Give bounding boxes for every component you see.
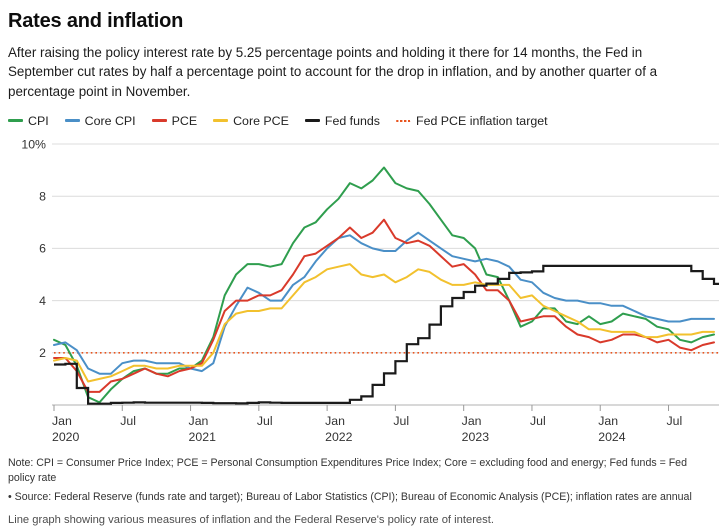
legend-label: Fed funds [324, 113, 380, 128]
legend-item-core-pce: Core PCE [213, 114, 289, 128]
chart-footer: Note: CPI = Consumer Price Index; PCE = … [8, 456, 711, 529]
x-axis-label: Jul [393, 414, 409, 428]
legend-swatch-cpi [8, 119, 23, 123]
legend-label: Fed PCE inflation target [416, 113, 548, 128]
series-line-core-pce [53, 262, 715, 383]
chart-svg: 10% 8 6 4 2 Jan 2020 Jul Jan 2021 Jul Jan 2022 Jul Jan… [21, 137, 719, 444]
legend-label: CPI [28, 113, 49, 128]
x-axis-label: Jul [667, 414, 683, 428]
x-axis-label: Jul [257, 414, 273, 428]
legend-swatch-fed-funds [304, 119, 320, 123]
x-axis-label: Jan [325, 414, 345, 428]
x-axis-label: Jan [598, 414, 618, 428]
y-axis-label-4: 4 [39, 294, 46, 308]
x-axis-year-label: 2020 [52, 430, 80, 444]
x-axis-label: Jul [530, 414, 546, 428]
legend-swatch-core-pce [213, 119, 229, 123]
chart-description: After raising the policy interest rate b… [8, 45, 658, 99]
inflation-rates-chart: 10% 8 6 4 2 Jan 2020 Jul Jan 2021 Jul Jan 2022 Jul Jan… [8, 129, 719, 451]
page-title: Rates and inflation [8, 10, 184, 32]
x-axis-label: Jan [52, 414, 72, 428]
legend-swatch-pce [151, 119, 167, 123]
legend-label: PCE [171, 113, 198, 128]
legend-label: Core PCE [233, 113, 289, 128]
legend-item-fed-pce-inflation-target: Fed PCE inflation target [396, 114, 548, 128]
series-line-fed-funds [54, 264, 719, 405]
series-line-cpi [53, 166, 715, 404]
footnote-note: Note: CPI = Consumer Price Index; PCE = … [8, 456, 687, 485]
y-axis-label-6: 6 [39, 242, 46, 256]
y-axis-label-10: 10% [21, 137, 46, 151]
legend-label: Core CPI [84, 113, 136, 128]
x-axis-label: Jul [120, 414, 136, 428]
y-axis-label-8: 8 [39, 189, 46, 203]
x-axis-label: Jan [462, 414, 482, 428]
series-line-pce [53, 218, 715, 393]
x-axis-year-label: 2021 [189, 430, 217, 444]
x-axis-label: Jan [189, 414, 209, 428]
series-line-core-cpi [53, 231, 715, 375]
chart-legend: CPI Core CPI PCE Core PCE Fed funds Fed PCE i… [8, 114, 711, 128]
legend-item-cpi: CPI [8, 114, 49, 128]
legend-item-pce: PCE [151, 113, 198, 128]
footnote-alt-text: Line graph showing various measures of i… [8, 513, 494, 526]
legend-item-core-cpi: Core CPI [64, 113, 136, 128]
x-axis-year-label: 2023 [462, 430, 490, 444]
x-axis-year-label: 2022 [325, 430, 353, 444]
legend-item-fed-funds: Fed funds [304, 113, 380, 128]
legend-swatch-fed-pce-inflation-target [396, 119, 411, 122]
footnote-source: • Source: Federal Reserve (funds rate an… [8, 490, 692, 503]
legend-swatch-core-cpi [64, 119, 80, 123]
x-axis-year-label: 2024 [598, 430, 626, 444]
y-axis-label-2: 2 [39, 346, 46, 360]
